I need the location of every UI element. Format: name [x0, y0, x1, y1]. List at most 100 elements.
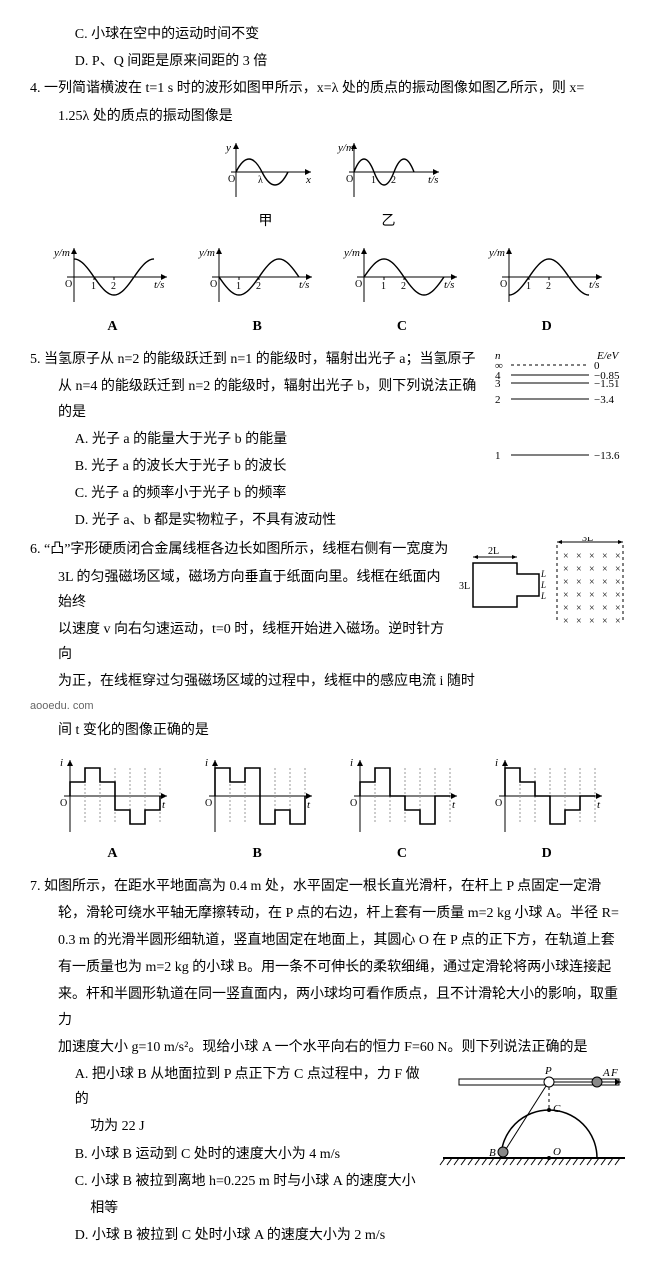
svg-text:×: ×	[576, 603, 582, 614]
svg-text:y/m: y/m	[343, 247, 360, 259]
svg-text:−3.4: −3.4	[594, 394, 614, 406]
svg-text:×: ×	[615, 603, 621, 614]
svg-text:i: i	[60, 757, 63, 769]
svg-text:×: ×	[615, 616, 621, 627]
svg-text:×: ×	[563, 590, 569, 601]
svg-text:×: ×	[589, 603, 595, 614]
svg-text:y/m: y/m	[488, 247, 505, 259]
svg-text:−1.51: −1.51	[594, 378, 619, 390]
q4-graph-yi: y/m t/s O 1 2 乙	[334, 137, 444, 234]
svg-text:×: ×	[576, 577, 582, 588]
q6-diagram: ××××××××××××××××××××××××××××××3L2L3LLLL	[459, 537, 629, 632]
svg-text:×: ×	[589, 564, 595, 575]
svg-text:−13.6: −13.6	[594, 450, 620, 462]
svg-text:y/m: y/m	[198, 247, 215, 259]
q4-option-C: y/mt/sO12C	[342, 242, 462, 339]
q7-stem-1: 7. 如图所示，在距水平地面高为 0.4 m 处，水平固定一根长直光滑杆，在杆上…	[30, 874, 629, 899]
svg-text:×: ×	[576, 590, 582, 601]
svg-text:i: i	[205, 757, 208, 769]
svg-text:×: ×	[589, 616, 595, 627]
q5-energy-diagram: nE/eV∞04−0.853−1.512−3.41−13.6	[489, 347, 629, 467]
svg-text:O: O	[60, 798, 67, 809]
svg-text:×: ×	[589, 590, 595, 601]
q6-option-A: itOA	[52, 754, 172, 866]
q7-stem-5: 来。杆和半圆形轨道在同一竖直面内，两小球均可看作质点，且不计滑轮大小的影响，取重…	[30, 982, 629, 1032]
svg-text:2: 2	[256, 281, 261, 292]
svg-text:O: O	[210, 279, 217, 290]
svg-text:1: 1	[381, 281, 386, 292]
svg-text:×: ×	[563, 551, 569, 562]
q7-diagram: PAFOCB	[439, 1062, 629, 1172]
svg-text:3: 3	[495, 378, 501, 390]
svg-text:×: ×	[602, 603, 608, 614]
q4-stem-2: 1.25λ 处的质点的振动图像是	[30, 104, 629, 129]
svg-text:O: O	[350, 798, 357, 809]
svg-text:L: L	[540, 591, 546, 601]
svg-text:A: A	[602, 1067, 610, 1079]
q7-stem-4: 有一质量也为 m=2 kg 的小球 B。用一条不可伸长的柔软细绳，通过定滑轮将两…	[30, 955, 629, 980]
svg-text:L: L	[540, 569, 546, 579]
q6-option-B: itOB	[197, 754, 317, 866]
q6-option-graphs: itOAitOBitOCitOD	[40, 754, 619, 866]
svg-text:B: B	[489, 1147, 496, 1159]
svg-text:F: F	[610, 1067, 618, 1079]
q4-stem-1: 4. 一列简谐横波在 t=1 s 时的波形如图甲所示，x=λ 处的质点的振动图像…	[30, 76, 629, 101]
svg-text:L: L	[540, 580, 546, 590]
svg-text:×: ×	[602, 577, 608, 588]
svg-text:t/s: t/s	[299, 279, 309, 291]
svg-text:×: ×	[563, 603, 569, 614]
watermark: aooedu. com	[30, 697, 629, 717]
svg-text:2: 2	[495, 394, 501, 406]
q6-stem-4: 为正，在线框穿过匀强磁场区域的过程中，线框中的感应电流 i 随时	[30, 669, 629, 694]
q3-optC: C. 小球在空中的运动时间不变	[30, 22, 629, 47]
q7-stem-2: 轮，滑轮可绕水平轴无摩擦转动，在 P 点的右边，杆上套有一质量 m=2 kg 小…	[30, 901, 629, 926]
svg-text:t/s: t/s	[154, 279, 164, 291]
svg-text:×: ×	[615, 551, 621, 562]
svg-text:×: ×	[602, 564, 608, 575]
svg-text:t: t	[452, 799, 456, 811]
svg-text:y/m: y/m	[337, 142, 354, 154]
q5-optD: D. 光子 a、b 都是实物粒子，不具有波动性	[30, 508, 629, 533]
svg-text:t: t	[162, 799, 166, 811]
svg-text:t/s: t/s	[428, 174, 438, 186]
svg-text:t/s: t/s	[589, 279, 599, 291]
svg-text:O: O	[346, 174, 353, 185]
svg-text:O: O	[205, 798, 212, 809]
svg-text:x: x	[305, 174, 311, 186]
svg-text:×: ×	[615, 564, 621, 575]
svg-text:O: O	[495, 798, 502, 809]
svg-text:×: ×	[602, 616, 608, 627]
svg-text:O: O	[65, 279, 72, 290]
svg-text:×: ×	[602, 551, 608, 562]
svg-text:1: 1	[236, 281, 241, 292]
svg-text:y/m: y/m	[53, 247, 70, 259]
svg-text:1: 1	[91, 281, 96, 292]
q4-option-B: y/mt/sO12B	[197, 242, 317, 339]
svg-text:O: O	[553, 1146, 561, 1158]
svg-text:1: 1	[526, 281, 531, 292]
svg-text:×: ×	[615, 577, 621, 588]
svg-text:×: ×	[563, 616, 569, 627]
svg-text:t: t	[307, 799, 311, 811]
svg-text:×: ×	[615, 590, 621, 601]
svg-text:3L: 3L	[459, 581, 470, 592]
svg-text:×: ×	[576, 551, 582, 562]
svg-text:i: i	[495, 757, 498, 769]
svg-text:3L: 3L	[582, 537, 593, 544]
svg-text:×: ×	[576, 616, 582, 627]
q7-optC-1: C. 小球 B 被拉到离地 h=0.225 m 时与小球 A 的速度大小	[30, 1169, 629, 1194]
svg-text:2: 2	[546, 281, 551, 292]
svg-text:×: ×	[589, 551, 595, 562]
svg-text:t/s: t/s	[444, 279, 454, 291]
q7-stem-6: 加速度大小 g=10 m/s²。现给小球 A 一个水平向右的恒力 F=60 N。…	[30, 1035, 629, 1060]
svg-text:O: O	[500, 279, 507, 290]
q4-option-D: y/mt/sO12D	[487, 242, 607, 339]
svg-text:λ: λ	[258, 175, 263, 186]
q6-option-D: itOD	[487, 754, 607, 866]
q6-option-C: itOC	[342, 754, 462, 866]
svg-text:P: P	[544, 1065, 552, 1077]
q4-top-graphs: y x O λ 甲 y/m t/s O 1 2 乙	[30, 137, 629, 234]
svg-text:2: 2	[391, 175, 396, 186]
svg-text:×: ×	[563, 577, 569, 588]
svg-text:O: O	[228, 174, 235, 185]
